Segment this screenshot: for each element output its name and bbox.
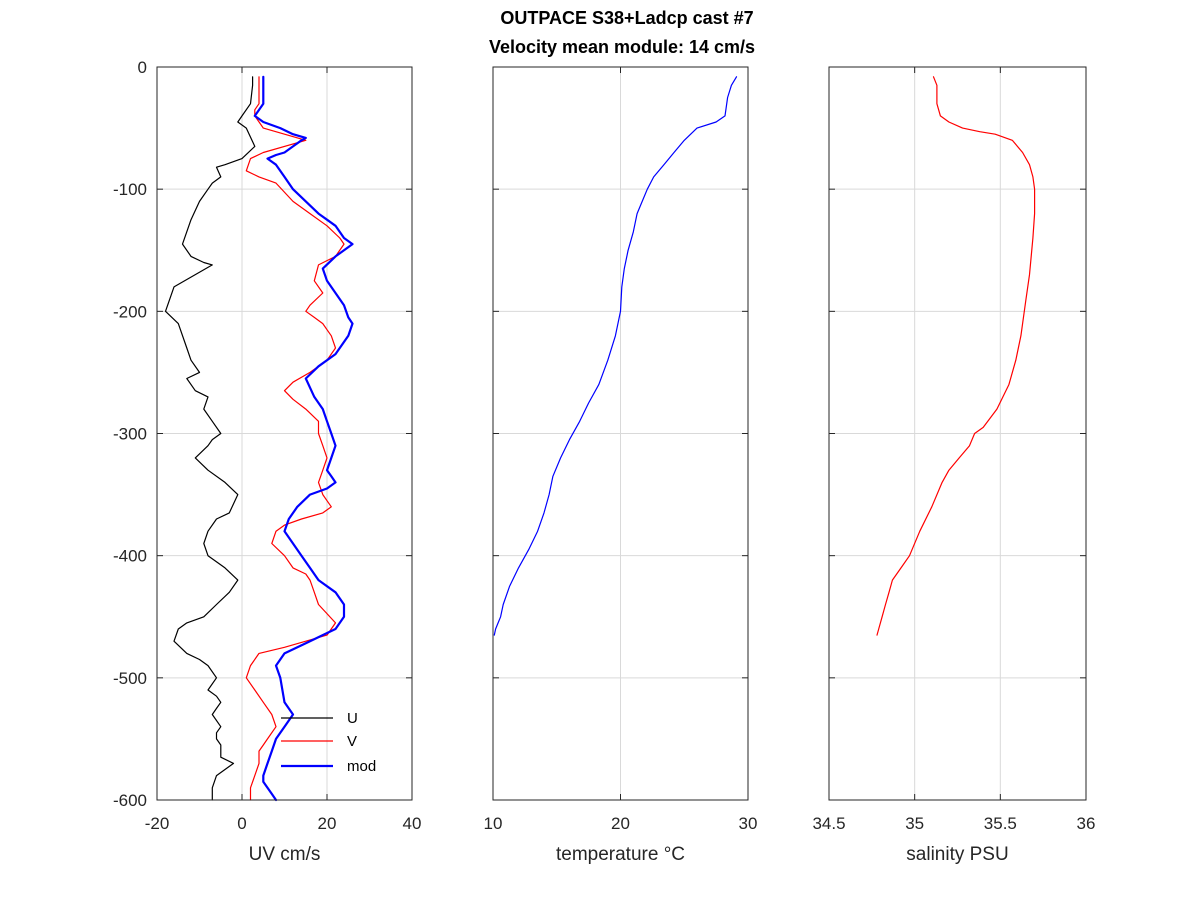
salinity-x-tick-label: 36 — [1077, 814, 1096, 833]
temperature-x-tick-label: 20 — [611, 814, 630, 833]
uv-y-tick-label: -100 — [113, 180, 147, 199]
panel-salinity: 34.5 35 35.5 36 salinity PSU — [812, 66, 1096, 865]
salinity-x-tick-label: 34.5 — [812, 814, 845, 833]
uv-y-tick-label: 0 — [138, 58, 147, 77]
uv-y-tick-label: -500 — [113, 669, 147, 688]
uv-x-tick-label: 0 — [237, 814, 246, 833]
temperature-x-tick-label: 30 — [739, 814, 758, 833]
temperature-x-tick-label: 10 — [484, 814, 503, 833]
legend-label-u: U — [347, 710, 358, 727]
figure-title-line-1: OUTPACE S38+Ladcp cast #7 — [500, 8, 753, 28]
uv-y-tick-label: -200 — [113, 302, 147, 321]
temperature-series-line-line — [493, 76, 738, 636]
uv-series-v-line — [245, 76, 345, 801]
panel-temperature: 10 20 30 temperature °C — [484, 66, 758, 865]
uv-x-tick-label: 20 — [318, 814, 337, 833]
uv-y-tick-label: -400 — [113, 547, 147, 566]
uv-y-tick-label: -300 — [113, 425, 147, 444]
legend-label-v: V — [347, 733, 357, 750]
uv-y-tick-label: -600 — [113, 791, 147, 810]
legend-label-mod: mod — [347, 758, 376, 775]
salinity-series-line-line — [876, 76, 1036, 636]
temperature-x-axis-label: temperature °C — [556, 844, 685, 865]
uv-series-mod-line — [253, 75, 354, 802]
salinity-x-tick-label: 35 — [905, 814, 924, 833]
salinity-x-tick-label: 35.5 — [984, 814, 1017, 833]
salinity-x-axis-label: salinity PSU — [906, 844, 1008, 865]
uv-x-tick-label: -20 — [145, 814, 170, 833]
figure-title-line-2: Velocity mean module: 14 cm/s — [489, 37, 755, 57]
uv-series-u-line — [164, 76, 256, 801]
uv-x-axis-label: UV cm/s — [249, 844, 321, 865]
uv-x-tick-label: 40 — [403, 814, 422, 833]
